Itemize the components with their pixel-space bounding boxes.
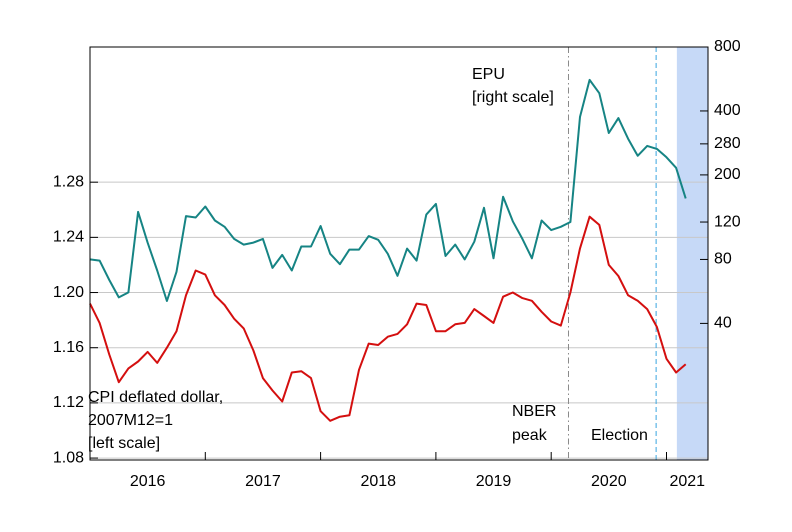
y2-tick-label: 120 xyxy=(714,213,741,230)
x-tick-label: 2020 xyxy=(591,473,627,490)
series-line xyxy=(89,215,687,422)
x-tick-label: 2018 xyxy=(360,473,396,490)
y-tick-label: 1.24 xyxy=(53,229,84,246)
x-tick-label: 2019 xyxy=(476,473,512,490)
y2-tick-label: 800 xyxy=(714,38,741,55)
annotation: CPI deflated dollar, xyxy=(88,389,223,406)
y-tick-label: 1.08 xyxy=(53,449,84,466)
x-tick-label: 2017 xyxy=(245,473,281,490)
x-tick-label: 2016 xyxy=(130,473,166,490)
event-label: Election xyxy=(591,427,648,444)
series-line xyxy=(89,78,687,302)
y-tick-label: 1.20 xyxy=(53,284,84,301)
annotation: [right scale] xyxy=(472,89,554,106)
y2-tick-label: 400 xyxy=(714,102,741,119)
y-tick-label: 1.28 xyxy=(53,173,84,190)
x-tick-label: 2021 xyxy=(669,473,705,490)
y2-tick-label: 40 xyxy=(714,315,732,332)
annotation: EPU xyxy=(472,66,505,83)
annotation: 2007M12=1 xyxy=(88,412,173,429)
event-label: peak xyxy=(512,427,548,444)
plot-frame xyxy=(89,46,709,461)
y-tick-label: 1.16 xyxy=(53,339,84,356)
y2-tick-label: 200 xyxy=(714,166,741,183)
y2-tick-label: 80 xyxy=(714,251,732,268)
shaded-region xyxy=(676,47,708,460)
y-tick-label: 1.12 xyxy=(53,394,84,411)
y2-tick-label: 280 xyxy=(714,135,741,152)
event-label: NBER xyxy=(512,403,556,420)
annotation: [left scale] xyxy=(88,435,160,452)
